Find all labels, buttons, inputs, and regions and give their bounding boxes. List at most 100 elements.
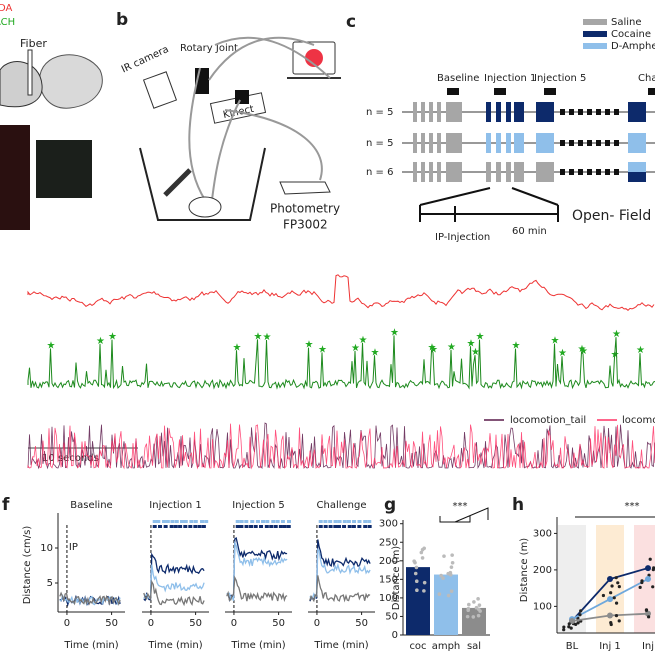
point xyxy=(607,596,613,603)
peak-marker: ★ xyxy=(429,344,438,355)
point xyxy=(569,617,575,624)
label: FP3002 xyxy=(283,218,328,232)
camera-icon xyxy=(544,88,556,95)
dot xyxy=(415,588,419,592)
label: 60 min xyxy=(512,226,547,237)
y-tick-label: 200 xyxy=(379,556,398,567)
legend-entry: locomotion xyxy=(622,415,655,426)
dot xyxy=(466,606,471,611)
mean-trace xyxy=(143,579,205,607)
syringe xyxy=(163,168,192,197)
sig-mark xyxy=(200,520,205,523)
sig-mark xyxy=(269,525,274,528)
session xyxy=(578,169,583,175)
dot xyxy=(638,585,642,589)
sig-mark xyxy=(249,525,254,528)
sig-mark xyxy=(328,525,333,528)
session xyxy=(446,102,462,122)
session xyxy=(587,169,592,175)
histology xyxy=(36,140,92,198)
sig-mark xyxy=(282,525,287,528)
peak-marker: ★ xyxy=(512,341,521,352)
x-tick-label: BL xyxy=(566,641,579,652)
sig-mark xyxy=(158,525,163,528)
peak-marker: ★ xyxy=(428,343,437,354)
subplot-title: Injection 1 xyxy=(149,500,201,511)
sig-mark xyxy=(367,525,372,528)
legend-entry: Saline xyxy=(611,17,642,28)
legend-entry: D-Amphetamine xyxy=(611,41,655,52)
session xyxy=(506,162,511,182)
y-tick-label: 100 xyxy=(379,593,398,604)
sig-mark xyxy=(346,520,351,523)
point xyxy=(607,576,613,583)
dot xyxy=(651,568,655,572)
y-tick-label: 10 xyxy=(40,543,53,554)
session xyxy=(628,133,646,153)
dot xyxy=(647,615,651,619)
session xyxy=(446,133,462,153)
dot xyxy=(442,554,446,558)
session xyxy=(569,140,574,146)
mean-trace xyxy=(143,552,205,602)
dot xyxy=(644,608,649,612)
sig-mark xyxy=(347,525,352,528)
peak-marker: ★ xyxy=(359,335,368,346)
x-tick-label: sal xyxy=(467,641,481,652)
sig-mark xyxy=(188,525,193,528)
sig-mark xyxy=(152,520,157,523)
session xyxy=(496,133,501,153)
sig-mark xyxy=(163,525,168,528)
session xyxy=(578,140,583,146)
session xyxy=(486,102,491,122)
dot xyxy=(414,579,419,583)
x-tick-label: 50 xyxy=(105,618,118,629)
sig-mark xyxy=(197,525,202,528)
point xyxy=(645,576,651,583)
x-tick-label: 0 xyxy=(231,618,237,629)
session xyxy=(413,162,417,182)
sig-mark xyxy=(286,520,291,523)
sig-mark xyxy=(193,525,198,528)
y-tick-label: 300 xyxy=(533,528,552,539)
sig-mark xyxy=(179,520,184,523)
kinect xyxy=(235,90,249,104)
session xyxy=(429,162,433,182)
dot xyxy=(476,597,480,601)
y-tick-label: 50 xyxy=(385,611,398,622)
sig-mark xyxy=(259,525,264,528)
dot xyxy=(422,589,426,593)
legend-entry: locomotion_tail xyxy=(510,415,586,426)
session xyxy=(560,169,565,175)
significance: *** xyxy=(625,501,640,512)
sig-mark xyxy=(342,525,347,528)
session xyxy=(569,109,574,115)
dot xyxy=(617,619,621,623)
mean-trace xyxy=(226,537,288,603)
dot xyxy=(579,609,583,613)
device xyxy=(279,181,331,195)
sig-mark xyxy=(261,520,266,523)
panel-label: b xyxy=(116,10,128,30)
peak-marker: ★ xyxy=(305,340,314,351)
session xyxy=(437,102,441,122)
axis-title: Time (min) xyxy=(63,640,118,651)
sig-mark xyxy=(363,520,368,523)
bar xyxy=(434,574,458,635)
sig-mark xyxy=(351,525,356,528)
traces: locomotion_tail locomotion 10 seconds ★★… xyxy=(27,274,655,470)
session xyxy=(429,133,433,153)
session xyxy=(596,169,601,175)
label: Open- Field xyxy=(572,208,651,224)
panel-c: c Open- Field IP-Injection 60 min Saline… xyxy=(346,12,655,243)
axis-title: Time (min) xyxy=(147,640,202,651)
panel-label: f xyxy=(2,495,10,515)
mean-trace xyxy=(226,540,288,602)
sig-mark xyxy=(161,520,166,523)
sig-mark xyxy=(333,520,338,523)
dot xyxy=(472,600,476,604)
camera-icon xyxy=(447,88,459,95)
peak-marker: ★ xyxy=(47,340,56,351)
brain xyxy=(39,54,103,109)
session xyxy=(605,140,610,146)
